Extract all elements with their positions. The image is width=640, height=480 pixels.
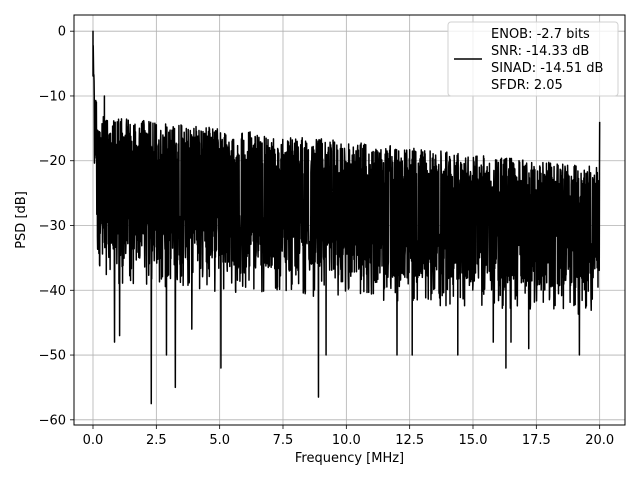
x-tick-label: 15.0 <box>459 433 488 448</box>
x-tick-label: 7.5 <box>273 433 294 448</box>
x-tick-label: 20.0 <box>585 433 614 448</box>
series-layer <box>92 30 601 405</box>
x-tick-label: 10.0 <box>332 433 361 448</box>
legend: ENOB: -2.7 bits SNR: -14.33 dB SINAD: -1… <box>447 21 619 97</box>
x-axis-label: Frequency [MHz] <box>295 451 404 466</box>
x-tick-label: 12.5 <box>395 433 424 448</box>
legend-line-enob: ENOB: -2.7 bits <box>491 27 590 42</box>
legend-line-sfdr: SFDR: 2.05 <box>491 78 563 93</box>
y-tick-label: −20 <box>39 154 66 169</box>
y-tick-label: −60 <box>39 413 66 428</box>
legend-box <box>447 21 619 97</box>
x-axis: 0.0 2.5 5.0 7.5 10.0 12.5 15.0 17.5 20.0 <box>83 425 614 448</box>
y-axis: 0 −10 −20 −30 −40 −50 −60 <box>39 25 74 428</box>
x-tick-label: 2.5 <box>146 433 167 448</box>
legend-line-sinad: SINAD: -14.51 dB <box>491 61 603 76</box>
x-tick-label: 5.0 <box>209 433 230 448</box>
y-axis-label: PSD [dB] <box>14 191 29 249</box>
psd-series-line <box>92 30 601 405</box>
legend-line-snr: SNR: -14.33 dB <box>491 44 589 59</box>
y-tick-label: −50 <box>39 349 66 364</box>
y-tick-label: −40 <box>39 284 66 299</box>
y-tick-label: −10 <box>39 89 66 104</box>
axes-frame <box>73 14 626 426</box>
y-tick-label: 0 <box>58 25 66 40</box>
x-tick-label: 0.0 <box>83 433 104 448</box>
y-tick-label: −30 <box>39 219 66 234</box>
x-tick-label: 17.5 <box>522 433 551 448</box>
